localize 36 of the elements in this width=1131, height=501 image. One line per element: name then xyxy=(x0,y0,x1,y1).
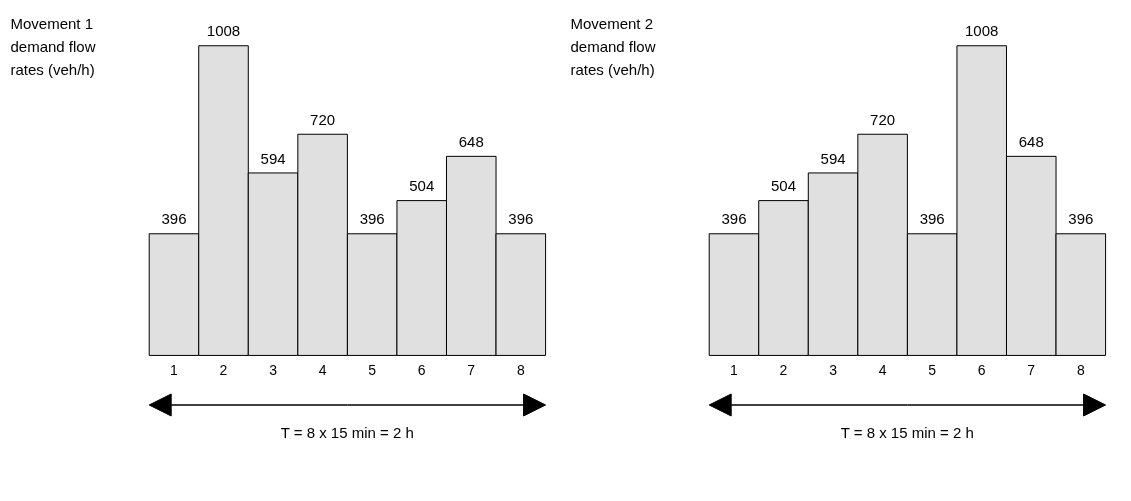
text: T = 8 x 15 min = 2 h xyxy=(840,423,974,441)
x-tick-label: 5 xyxy=(928,361,937,378)
data-label: 396 xyxy=(1068,210,1094,228)
x-tick-label: 7 xyxy=(467,361,476,378)
x-tick-label: 4 xyxy=(878,361,887,378)
x-tick-label: 3 xyxy=(269,361,278,378)
x-tick-label: 3 xyxy=(829,361,838,378)
data-label: 648 xyxy=(458,133,484,151)
data-label: 594 xyxy=(260,149,286,167)
data-label: 594 xyxy=(820,149,846,167)
x-tick-label: 7 xyxy=(1027,361,1036,378)
data-label: 396 xyxy=(359,210,385,228)
data-label: 396 xyxy=(161,210,187,228)
x-tick-label: 6 xyxy=(977,361,986,378)
x-tick-label: 8 xyxy=(1076,361,1085,378)
data-label: 396 xyxy=(508,210,534,228)
x-tick-label: 2 xyxy=(779,361,788,378)
data-label: 720 xyxy=(870,110,896,128)
data-label: 504 xyxy=(771,177,797,195)
x-tick-label: 4 xyxy=(318,361,327,378)
data-label: 720 xyxy=(310,110,336,128)
x-tick-label: 1 xyxy=(730,361,739,378)
text: T = 8 x 15 min = 2 h xyxy=(280,423,414,441)
chart-title: Movement 2 demand flow rates (veh/h) xyxy=(570,14,656,79)
data-label: 504 xyxy=(409,177,435,195)
data-label: 396 xyxy=(919,210,945,228)
data-label: 648 xyxy=(1018,133,1044,151)
x-tick-label: 1 xyxy=(170,361,179,378)
data-label: 1008 xyxy=(965,22,999,40)
chart-title: Movement 1 demand flow rates (veh/h) xyxy=(10,14,96,79)
x-tick-label: 5 xyxy=(368,361,377,378)
x-tick-label: 8 xyxy=(516,361,525,378)
x-tick-label: 2 xyxy=(219,361,228,378)
data-label: 396 xyxy=(721,210,747,228)
x-tick-label: 6 xyxy=(417,361,426,378)
data-label: 1008 xyxy=(206,22,241,40)
